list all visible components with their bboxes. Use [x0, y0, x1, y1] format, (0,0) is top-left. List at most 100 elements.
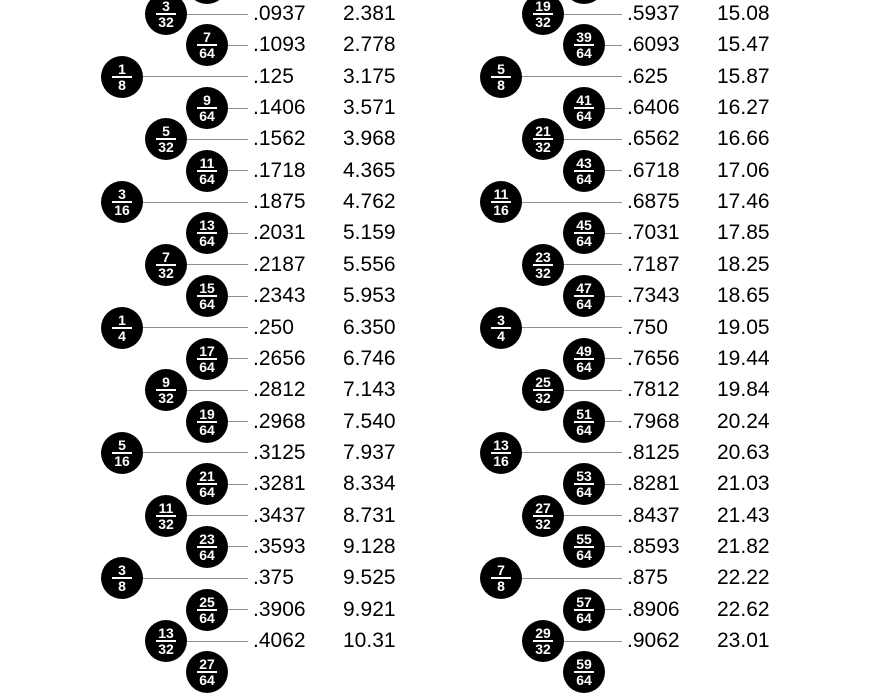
leader-line	[501, 201, 622, 203]
fraction-bar	[156, 138, 176, 141]
fraction-numerator: 7	[497, 562, 505, 579]
fraction-numerator: 15	[199, 280, 215, 297]
millimeters-value: 6.746	[343, 346, 396, 370]
decimal-inches-value: .8593	[627, 534, 680, 558]
fraction-denominator: 16	[114, 202, 130, 219]
fraction-circle: 23 64	[186, 525, 228, 568]
millimeters-value: 7.143	[343, 378, 396, 402]
fraction-circle: 25 32	[522, 369, 564, 412]
fraction-bar	[574, 671, 594, 674]
fraction-numerator: 7	[162, 248, 170, 265]
millimeters-value: 20.63	[717, 440, 770, 464]
fraction-numerator: 27	[535, 499, 551, 516]
millimeters-value: 18.25	[717, 252, 770, 276]
fraction-numerator: 11	[199, 154, 215, 171]
millimeters-value: 18.65	[717, 284, 770, 308]
fraction-bar	[574, 608, 594, 611]
decimal-inches-value: .9062	[627, 629, 680, 652]
fraction-denominator: 64	[576, 358, 592, 375]
fraction-numerator: 55	[576, 530, 592, 547]
fraction-denominator: 32	[535, 14, 551, 30]
fraction-numerator: 27	[199, 656, 215, 673]
millimeters-value: 6.350	[343, 315, 396, 339]
millimeters-value: 8.334	[343, 472, 396, 496]
fraction-circle: 11 32	[145, 494, 187, 537]
fraction-numerator: 41	[576, 92, 592, 109]
decimal-inches-value: .1562	[253, 127, 306, 151]
fraction-numerator: 57	[576, 593, 592, 610]
fraction-bar	[197, 545, 217, 548]
fraction-numerator: 3	[162, 0, 170, 14]
fraction-numerator: 1	[118, 311, 126, 328]
fraction-numerator: 17	[199, 342, 215, 359]
decimal-inches-value: .625	[627, 64, 668, 88]
fraction-denominator: 64	[199, 358, 215, 375]
fraction-numerator: 19	[199, 405, 215, 422]
fraction-bar	[574, 107, 594, 110]
fraction-bar	[574, 44, 594, 47]
fraction-numerator: 59	[576, 656, 592, 673]
fraction-denominator: 64	[199, 546, 215, 563]
decimal-inches-value: .2812	[253, 378, 306, 402]
fraction-numerator: 51	[576, 405, 592, 422]
millimeters-value: 3.571	[343, 96, 396, 120]
leader-line	[543, 640, 622, 642]
fraction-denominator: 16	[493, 452, 509, 469]
decimal-inches-value: .375	[253, 566, 294, 590]
fraction-circle: 39 64	[563, 24, 605, 67]
leader-line	[122, 327, 248, 328]
decimal-inches-value: .7656	[627, 346, 680, 370]
fraction-bar	[197, 608, 217, 611]
fraction-denominator: 64	[199, 421, 215, 438]
fraction-denominator: 16	[493, 202, 509, 219]
fraction-circle: 3 32	[145, 0, 187, 35]
fraction-circle: 27 32	[522, 494, 564, 537]
millimeters-value: 20.24	[717, 409, 770, 433]
fraction-bar	[197, 420, 217, 423]
decimal-inches-value: .7187	[627, 252, 680, 276]
fraction-circle: 13 32	[145, 620, 187, 662]
fraction-numerator: 7	[203, 29, 211, 46]
fraction-bar	[112, 75, 132, 78]
decimal-inches-value: .4062	[253, 629, 306, 652]
leader-line	[501, 76, 622, 78]
fraction-circle: 1 8	[101, 55, 143, 98]
fraction-bar	[197, 107, 217, 110]
fraction-circle: 43 64	[563, 149, 605, 192]
millimeters-value: 2.381	[343, 2, 396, 25]
decimal-inches-value: .2187	[253, 252, 306, 276]
leader-line	[122, 201, 248, 203]
fraction-bar	[112, 577, 132, 580]
fraction-bar	[112, 326, 132, 329]
fraction-bar	[156, 514, 176, 517]
fraction-circle: 11 64	[186, 149, 228, 192]
millimeters-value: 17.85	[717, 221, 770, 245]
fraction-circle: 13 16	[480, 431, 522, 474]
fraction-denominator: 32	[158, 641, 174, 657]
fraction-denominator: 8	[118, 76, 126, 93]
millimeters-value: 16.27	[717, 96, 770, 120]
decimal-inches-value: .3437	[253, 503, 306, 527]
fraction-numerator: 39	[576, 29, 592, 46]
millimeters-value: 10.31	[343, 629, 396, 652]
fraction-bar	[574, 483, 594, 486]
fraction-numerator: 1	[118, 60, 126, 77]
fraction-circle: 9 64	[186, 87, 228, 130]
decimal-inches-value: .6093	[627, 33, 680, 57]
fraction-numerator: 21	[199, 468, 215, 485]
millimeters-value: 7.540	[343, 409, 396, 433]
fraction-denominator: 32	[158, 139, 174, 156]
fraction-bar	[156, 640, 176, 642]
leader-line	[166, 138, 248, 140]
leader-line	[166, 13, 248, 15]
fraction-bar	[197, 295, 217, 298]
fraction-denominator: 64	[576, 484, 592, 501]
fraction-denominator: 64	[199, 609, 215, 626]
decimal-inches-value: .7968	[627, 409, 680, 433]
fraction-bar	[491, 326, 511, 329]
fraction-circle: 41 64	[563, 87, 605, 130]
fraction-numerator: 25	[199, 593, 215, 610]
leader-line	[501, 452, 622, 454]
millimeters-value: 16.66	[717, 127, 770, 151]
fraction-denominator: 32	[535, 390, 551, 407]
